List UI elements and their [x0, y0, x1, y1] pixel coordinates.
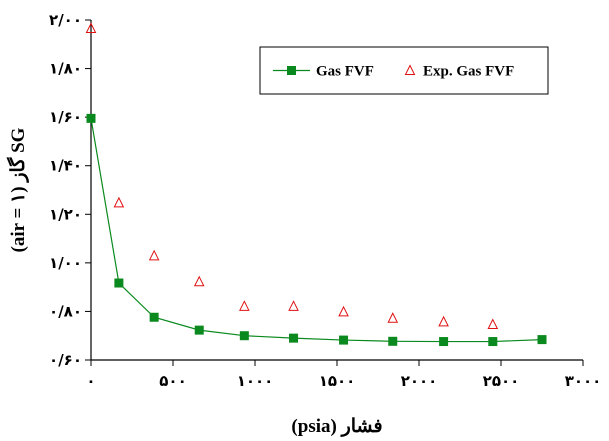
data-point-square [149, 312, 159, 322]
y-tick-label: ۱/۰۰ [49, 254, 82, 272]
data-point-square [86, 113, 96, 123]
data-point-square [339, 335, 349, 345]
series-gas-fvf [86, 113, 547, 347]
data-point-square [537, 335, 547, 345]
x-tick-label: ۲۵۰۰ [483, 372, 520, 390]
data-point-triangle [85, 22, 97, 33]
data-point-square [239, 331, 249, 341]
data-point-square [114, 278, 124, 288]
data-point-triangle [239, 300, 250, 311]
x-axis-ticks: ۰ ۵۰۰ ۱۰۰۰ ۱۵۰۰ ۲۰۰۰ ۲۵۰۰ ۳۰۰۰ [86, 360, 601, 390]
data-point-triangle [148, 249, 160, 261]
legend-label: Exp. Gas FVF [423, 64, 514, 80]
data-point-square [289, 333, 299, 343]
data-point-square [488, 337, 498, 347]
x-axis-title: فشار (psia) [291, 416, 382, 437]
y-tick-label: ۱/۴۰ [49, 157, 82, 175]
x-tick-label: ۱۵۰۰ [319, 372, 356, 390]
legend-square-swatch [287, 66, 296, 75]
x-tick-label: ۰ [86, 372, 95, 390]
y-tick-label: ۱/۲۰ [49, 205, 82, 223]
y-axis-title: SG گاز (air = ۱) [6, 127, 29, 252]
x-tick-label: ۱۰۰۰ [237, 372, 274, 390]
data-point-triangle [338, 305, 349, 317]
x-tick-label: ۳۰۰۰ [565, 372, 602, 390]
y-tick-label: ۰/۶۰ [49, 351, 82, 369]
legend-label: Gas FVF [316, 64, 374, 80]
y-axis-ticks: ۰/۶۰ ۰/۸۰ ۱/۰۰ ۱/۲۰ ۱/۴۰ ۱/۶۰ ۱/۸۰ ۲/۰۰ [49, 11, 91, 369]
data-point-triangle [193, 275, 205, 287]
legend: Gas FVF Exp. Gas FVF [259, 46, 549, 95]
y-tick-label: ۱/۶۰ [49, 108, 82, 126]
data-point-triangle [438, 315, 449, 327]
data-point-square [439, 337, 449, 347]
y-tick-label: ۲/۰۰ [49, 11, 82, 29]
x-tick-label: ۲۰۰۰ [401, 372, 438, 390]
series-exp-gas-fvf [85, 22, 499, 330]
data-point-triangle [487, 318, 499, 330]
data-point-triangle [288, 300, 299, 311]
series-layer [85, 22, 547, 347]
x-tick-label: ۵۰۰ [159, 372, 186, 390]
legend-triangle-swatch [404, 64, 416, 75]
data-point-triangle [113, 196, 125, 208]
y-tick-label: ۰/۸۰ [49, 302, 82, 320]
data-point-square [194, 325, 204, 335]
data-point-triangle [387, 312, 399, 323]
data-point-square [388, 336, 398, 346]
y-tick-label: ۱/۸۰ [49, 60, 82, 78]
series-line [90, 118, 543, 343]
